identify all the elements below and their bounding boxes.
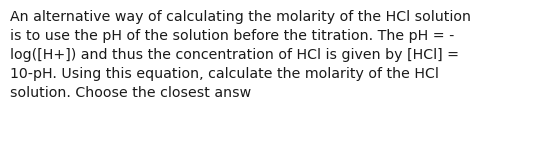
Text: An alternative way of calculating the molarity of the HCl solution
is to use the: An alternative way of calculating the mo… xyxy=(10,10,471,100)
